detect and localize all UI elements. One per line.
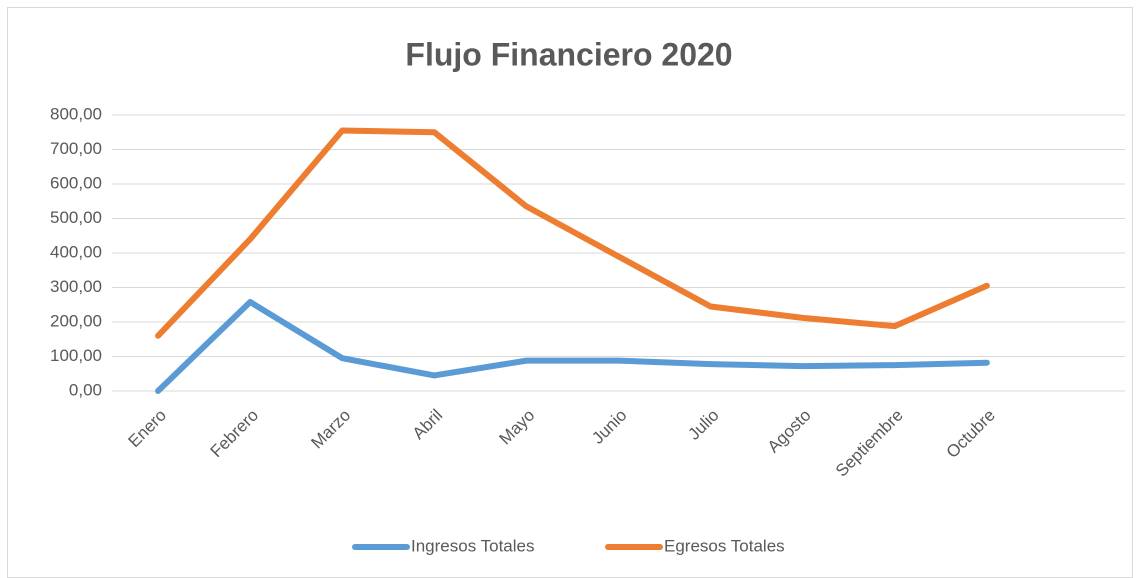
y-tick-label: 300,00 bbox=[50, 277, 102, 296]
y-tick-label: 700,00 bbox=[50, 139, 102, 158]
y-tick-label: 200,00 bbox=[50, 311, 102, 330]
series-line bbox=[155, 127, 990, 339]
legend-label: Ingresos Totales bbox=[411, 536, 534, 555]
y-tick-label: 0,00 bbox=[69, 380, 102, 399]
y-tick-label: 800,00 bbox=[50, 104, 102, 123]
series-line bbox=[155, 298, 990, 394]
y-tick-label: 500,00 bbox=[50, 208, 102, 227]
legend-label: Egresos Totales bbox=[664, 536, 785, 555]
chart-title: Flujo Financiero 2020 bbox=[405, 36, 732, 72]
y-tick-label: 400,00 bbox=[50, 242, 102, 261]
y-tick-label: 100,00 bbox=[50, 346, 102, 365]
y-tick-label: 600,00 bbox=[50, 173, 102, 192]
chart-border bbox=[7, 7, 1133, 578]
